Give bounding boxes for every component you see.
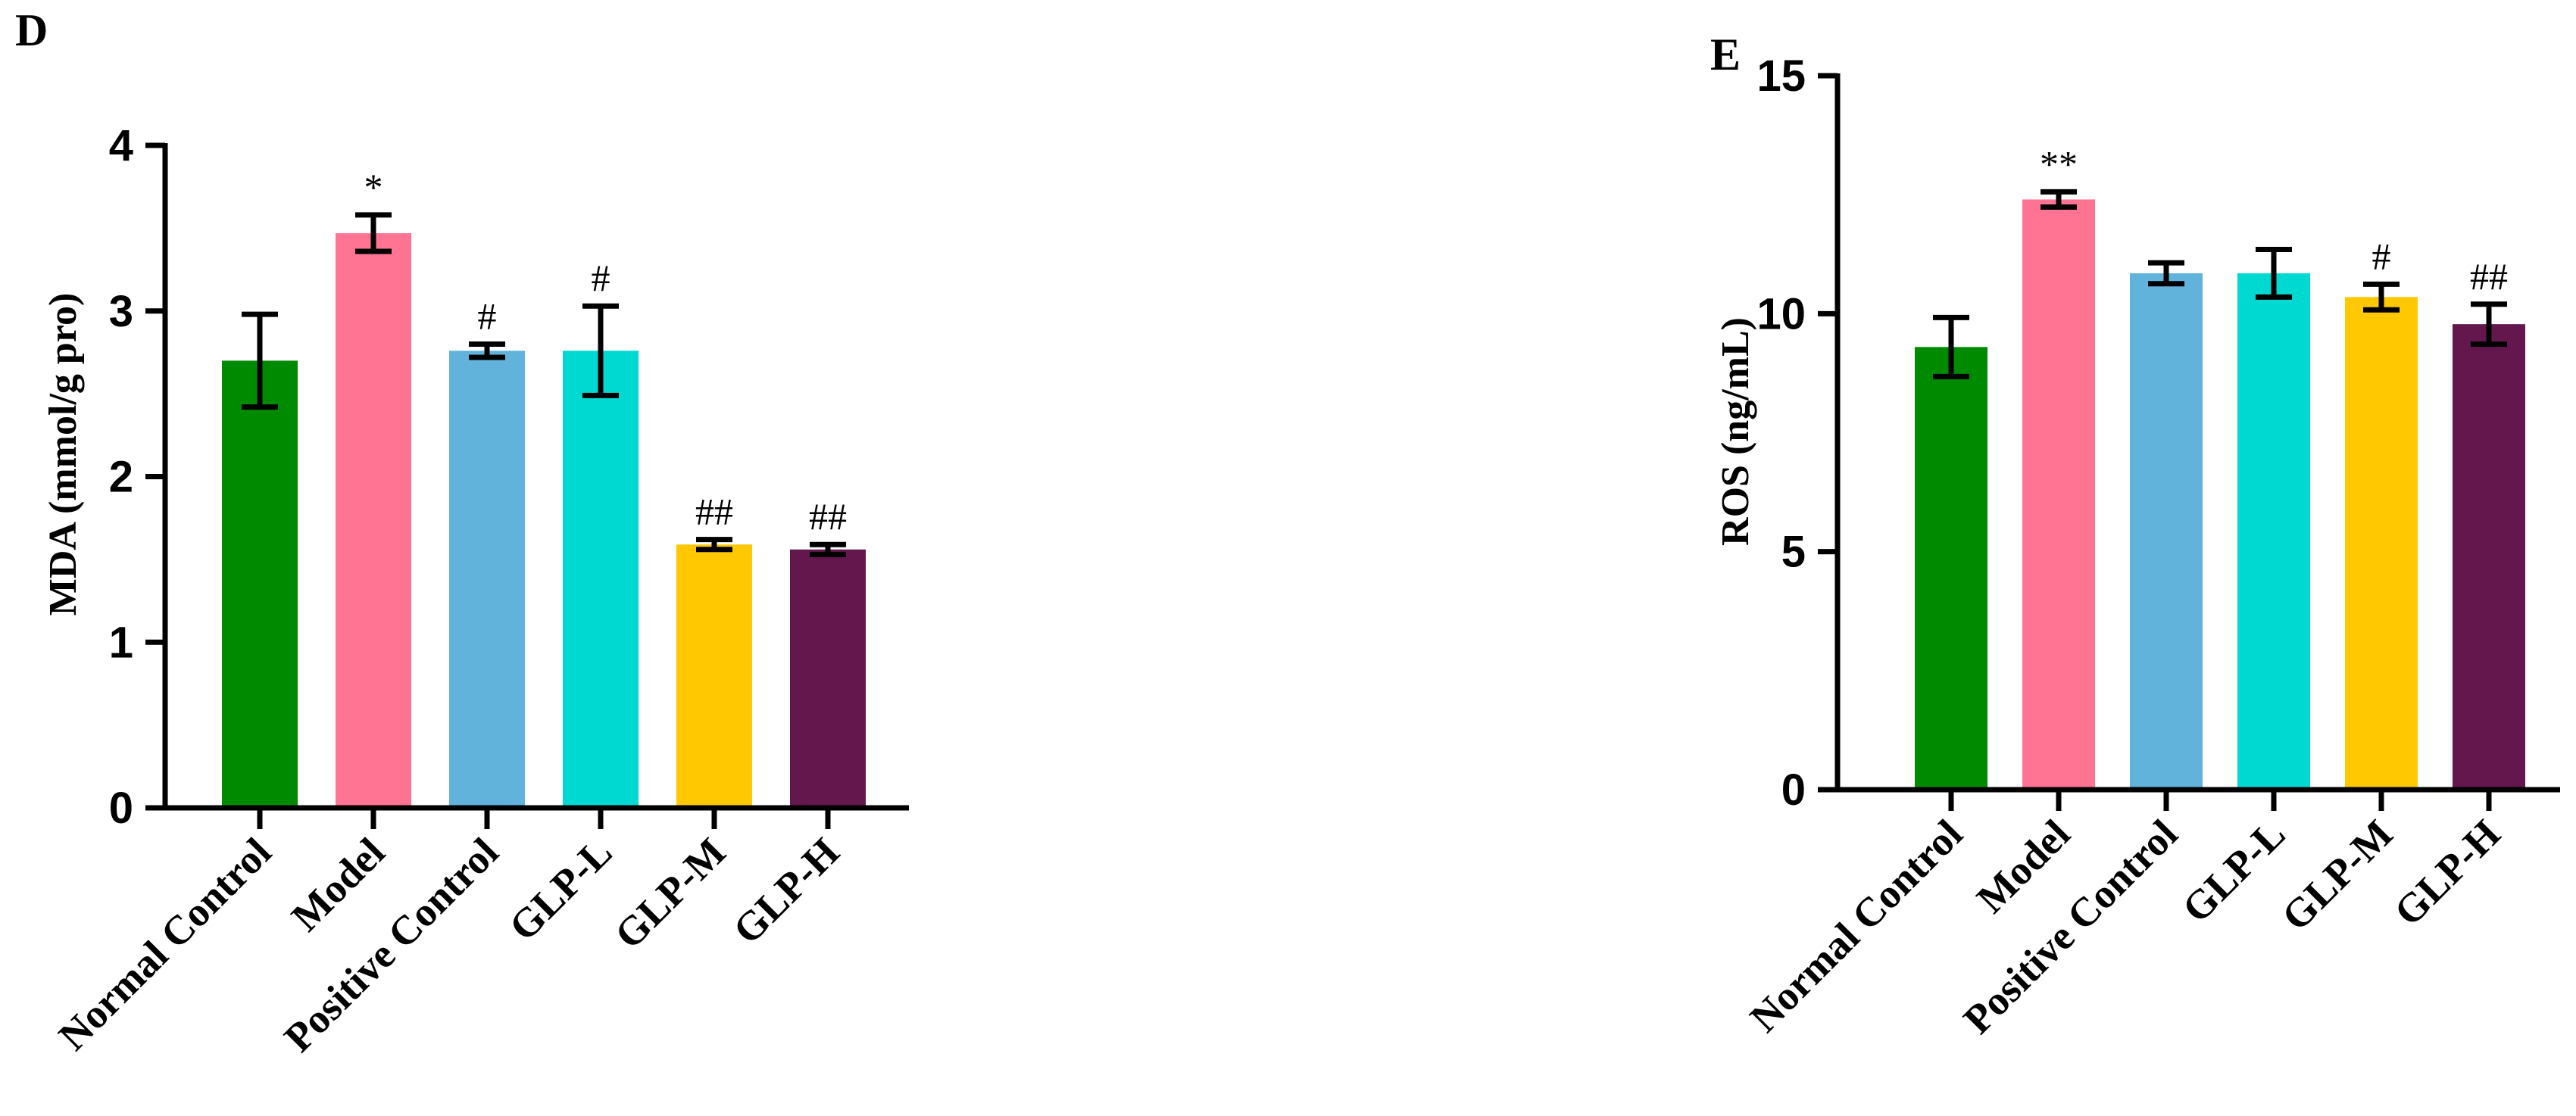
y-tick-label: 2 — [109, 453, 133, 502]
bar — [2237, 273, 2310, 790]
significance-mark: ## — [2470, 255, 2508, 298]
x-tick-label: GLP-L — [500, 829, 620, 949]
x-tick-label: Positive Control — [276, 829, 507, 1061]
error-bar — [2363, 281, 2400, 313]
error-bar — [810, 541, 846, 557]
panel-letter: D — [15, 5, 48, 55]
panel-letter: E — [1710, 30, 1741, 79]
y-ticks: 0 1 2 3 4 — [109, 121, 165, 833]
y-tick-label: 0 — [109, 784, 133, 833]
error-bar — [582, 303, 619, 398]
error-bar — [469, 341, 505, 360]
y-axis-label: MDA (mmol/g pro) — [42, 293, 85, 616]
bars — [222, 232, 866, 808]
x-tick-label: GLP-M — [606, 829, 735, 958]
y-tick-label: 15 — [1756, 51, 1806, 101]
significance-mark: # — [478, 295, 497, 338]
significance-mark: ## — [695, 491, 733, 533]
y-tick-label: 1 — [109, 618, 133, 667]
axes — [162, 143, 909, 811]
significance-mark: # — [592, 257, 610, 299]
y-tick-label: 10 — [1756, 289, 1806, 338]
y-tick-label: 3 — [109, 287, 133, 336]
error-bar — [2148, 260, 2184, 287]
x-tick-label: GLP-H — [724, 829, 848, 952]
significance-mark: ## — [809, 495, 847, 538]
significance-mark: # — [2372, 235, 2391, 277]
axes — [1834, 73, 2560, 793]
error-bar — [2041, 189, 2077, 210]
bars — [1915, 199, 2525, 790]
error-bar — [355, 212, 392, 254]
bar — [2453, 324, 2525, 790]
bar — [676, 544, 752, 808]
significance-mark: ** — [2040, 142, 2078, 185]
y-tick-label: 4 — [109, 121, 133, 170]
error-bars — [1933, 189, 2507, 379]
error-bar — [2471, 301, 2507, 348]
x-tick-label: GLP-L — [2173, 811, 2293, 931]
x-tick-label: Normal Control — [1741, 811, 1972, 1041]
y-axis-label: ROS (ng/mL) — [1714, 317, 1757, 546]
error-bar — [2256, 246, 2292, 300]
error-bars — [242, 212, 846, 557]
significance-annotations: *#### ## — [364, 166, 848, 538]
significance-annotations: **# ## — [2040, 142, 2508, 297]
error-bar — [1933, 314, 1969, 379]
x-tick-label: Model — [283, 829, 393, 940]
x-tick-label: GLP-H — [2385, 811, 2509, 934]
x-tick-label: GLP-M — [2273, 811, 2402, 940]
error-bar — [696, 537, 732, 553]
bar — [1915, 347, 1987, 790]
bar — [222, 360, 298, 808]
x-tick-label: Normal Control — [50, 829, 280, 1059]
error-bar — [242, 311, 278, 410]
bar — [563, 351, 639, 808]
bar — [2022, 199, 2095, 790]
bar — [2130, 273, 2203, 790]
y-ticks: 0 5 10 15 — [1756, 51, 1838, 815]
bar — [2345, 297, 2418, 790]
significance-mark: * — [364, 166, 383, 208]
bar — [449, 351, 525, 808]
y-tick-label: 0 — [1781, 765, 1806, 815]
bar — [790, 549, 866, 808]
bar — [336, 232, 411, 808]
y-tick-label: 5 — [1781, 528, 1806, 577]
